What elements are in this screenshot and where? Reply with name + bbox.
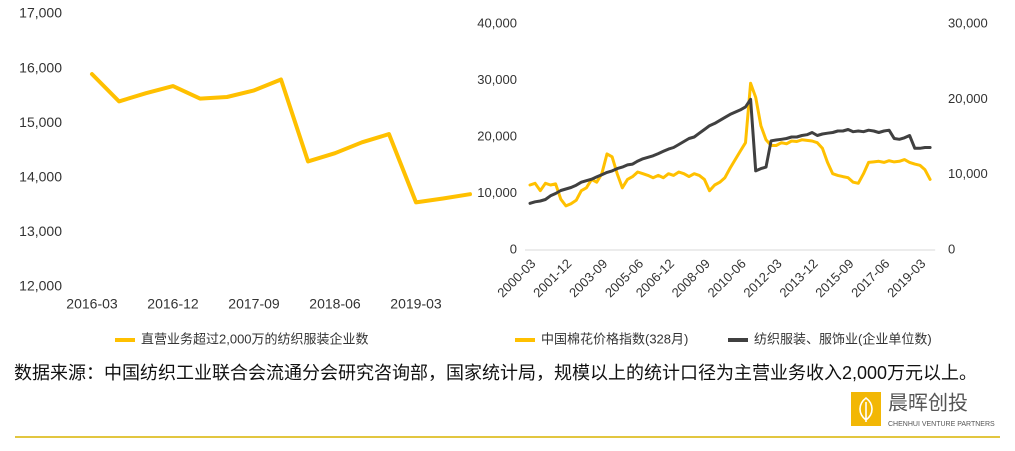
x-tick-label: 2016-12 (147, 296, 199, 312)
series-line (528, 81, 932, 208)
y-tick-label: 13,000 (19, 223, 62, 239)
x-tick-label: 2012-03 (740, 256, 784, 300)
y2-tick-label: 30,000 (948, 15, 988, 30)
x-tick-label: 2008-09 (669, 256, 713, 300)
y-tick-label: 16,000 (19, 59, 62, 75)
x-tick-label: 2000-03 (494, 256, 538, 300)
y-tick-label: 14,000 (19, 169, 62, 185)
x-tick-label: 2013-12 (776, 256, 820, 300)
y-tick-label: 12,000 (19, 278, 62, 294)
legend-label: 纺织服装、服饰业(企业单位数) (754, 331, 932, 346)
y-tick-label: 10,000 (477, 185, 517, 200)
x-tick-label: 2003-09 (566, 256, 610, 300)
y-tick-label: 30,000 (477, 72, 517, 87)
logo-subtitle: CHENHUI VENTURE PARTNERS (888, 421, 995, 428)
x-tick-label: 2017-09 (228, 296, 280, 312)
series-line (528, 97, 932, 205)
x-tick-label: 2010-06 (705, 256, 749, 300)
y-tick-label: 15,000 (19, 114, 62, 130)
y2-tick-label: 0 (948, 241, 955, 256)
logo-name: 晨晖创投 (888, 391, 968, 414)
x-tick-label: 2016-03 (66, 296, 118, 312)
x-tick-label: 2019-03 (390, 296, 442, 312)
legend-label: 中国棉花价格指数(328月) (541, 331, 688, 346)
logo-icon (851, 392, 881, 426)
x-tick-label: 2017-06 (848, 256, 892, 300)
y-tick-label: 0 (510, 241, 517, 256)
y2-tick-label: 20,000 (948, 91, 988, 106)
y-tick-label: 40,000 (477, 15, 517, 30)
x-tick-label: 2018-06 (309, 296, 361, 312)
x-tick-label: 2001-12 (530, 256, 574, 300)
legend-label: 直营业务超过2,000万的纺织服装企业数 (141, 331, 369, 346)
x-tick-label: 2019-03 (884, 256, 928, 300)
x-tick-label: 2015-09 (812, 256, 856, 300)
footnote: 数据来源：中国纺织工业联合会流通分会研究咨询部，国家统计局，规模以上的统计口径为… (14, 363, 978, 383)
y2-tick-label: 10,000 (948, 166, 988, 181)
y-tick-label: 17,000 (19, 5, 62, 21)
series-line (90, 72, 472, 205)
y-tick-label: 20,000 (477, 128, 517, 143)
